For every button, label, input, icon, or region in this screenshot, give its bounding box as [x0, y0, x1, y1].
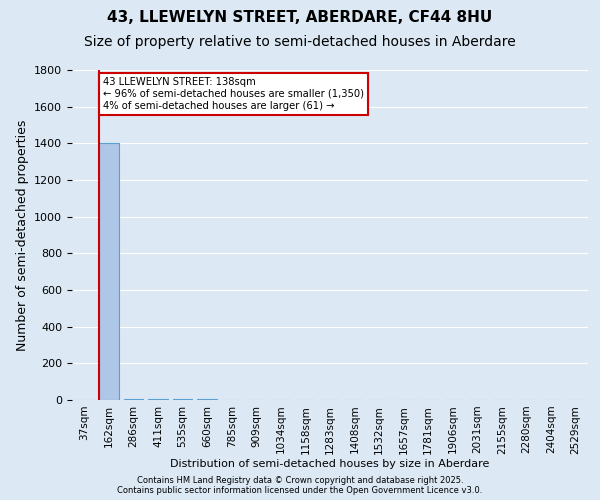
- Bar: [148, 399, 168, 400]
- Bar: [99, 144, 119, 400]
- Y-axis label: Number of semi-detached properties: Number of semi-detached properties: [16, 120, 29, 350]
- Text: 43, LLEWELYN STREET, ABERDARE, CF44 8HU: 43, LLEWELYN STREET, ABERDARE, CF44 8HU: [107, 10, 493, 25]
- Text: 43 LLEWELYN STREET: 138sqm
← 96% of semi-detached houses are smaller (1,350)
4% : 43 LLEWELYN STREET: 138sqm ← 96% of semi…: [103, 78, 364, 110]
- Text: Size of property relative to semi-detached houses in Aberdare: Size of property relative to semi-detach…: [84, 35, 516, 49]
- Bar: [124, 398, 143, 400]
- Text: Contains HM Land Registry data © Crown copyright and database right 2025.
Contai: Contains HM Land Registry data © Crown c…: [118, 476, 482, 495]
- X-axis label: Distribution of semi-detached houses by size in Aberdare: Distribution of semi-detached houses by …: [170, 459, 490, 469]
